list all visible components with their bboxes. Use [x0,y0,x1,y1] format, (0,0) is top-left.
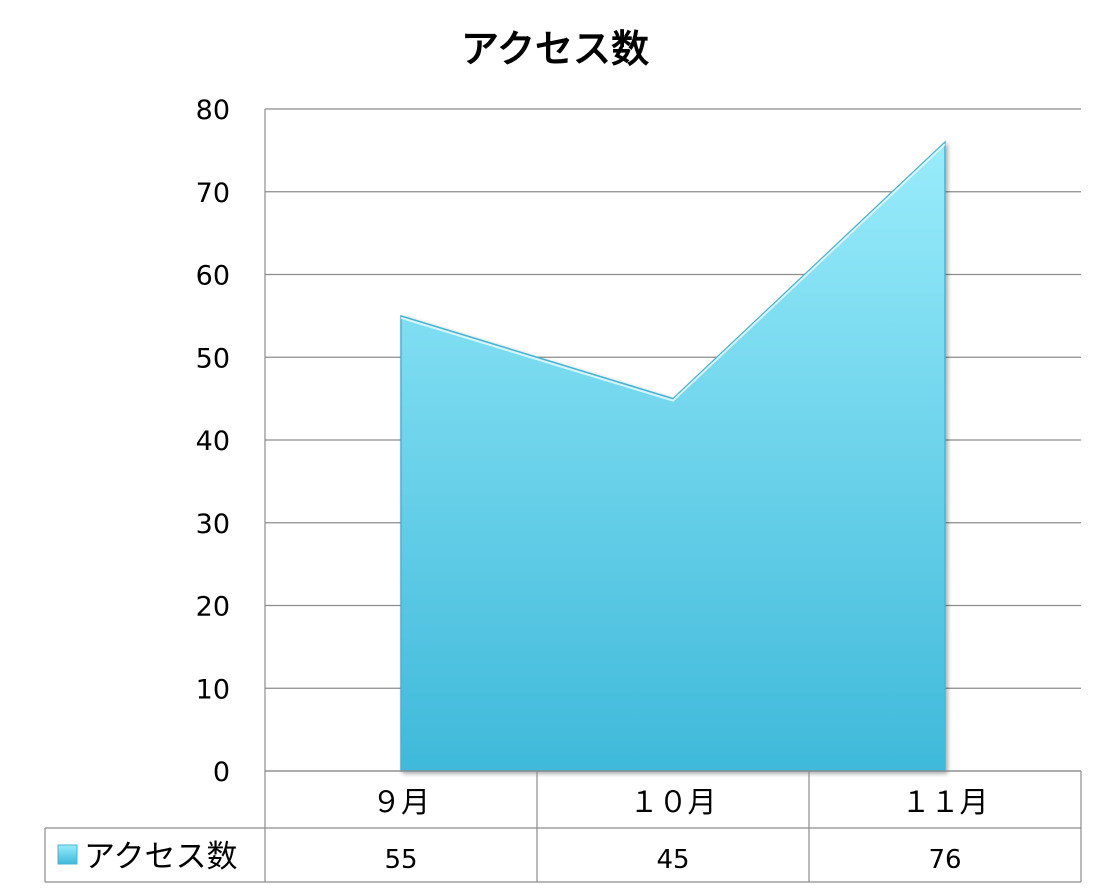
y-tick-label: 60 [196,261,230,292]
y-tick-label: 50 [196,343,230,374]
y-tick-label: 70 [196,178,230,209]
x-category-label: ９月 [372,785,430,819]
y-tick-label: 40 [196,426,230,457]
y-tick-label: 80 [196,95,230,126]
data-table-value: 45 [656,845,689,875]
x-category-label: １０月 [629,785,716,819]
y-tick-label: 0 [213,757,230,788]
y-tick-label: 20 [196,592,230,623]
series-top-highlight [400,143,946,402]
data-table-value: 55 [384,845,417,875]
data-table-value: 76 [928,845,961,875]
x-category-label: １１月 [901,785,988,819]
y-tick-label: 30 [196,509,230,540]
series-area [400,140,946,772]
y-axis-ticks: 0 10 20 30 40 50 60 70 80 [196,95,230,788]
legend-series-name: アクセス数 [84,839,237,875]
chart-title: アクセス数 [461,27,649,71]
legend-swatch [57,844,78,865]
series-area-layer [400,140,946,772]
y-tick-label: 10 [196,674,230,705]
